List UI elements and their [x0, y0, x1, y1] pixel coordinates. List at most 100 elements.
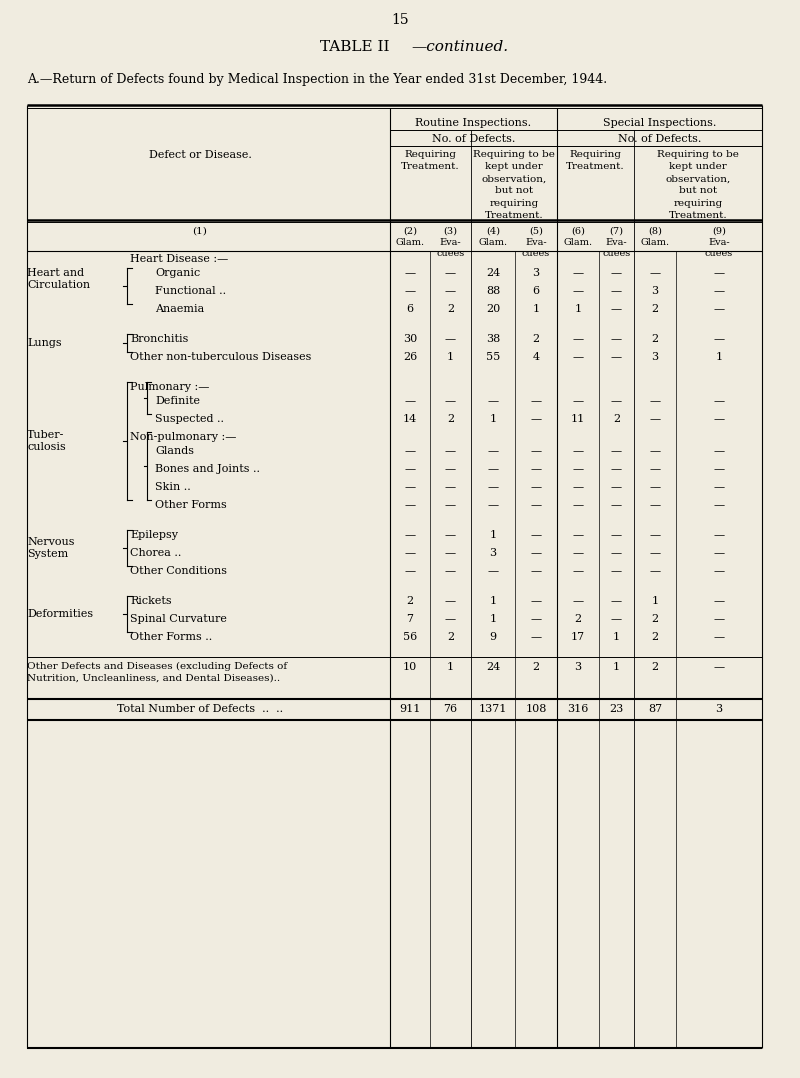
Text: 3: 3 [651, 353, 658, 362]
Text: Functional ..: Functional .. [155, 286, 226, 296]
Text: —: — [714, 268, 725, 278]
Text: —: — [530, 464, 542, 474]
Text: 2: 2 [651, 632, 658, 642]
Text: —: — [445, 548, 456, 558]
Text: —: — [573, 482, 583, 492]
Text: Glam.: Glam. [563, 238, 593, 247]
Text: —: — [650, 268, 661, 278]
Text: —: — [714, 482, 725, 492]
Text: —: — [714, 334, 725, 344]
Text: 24: 24 [486, 268, 500, 278]
Text: —: — [714, 414, 725, 424]
Text: Bronchitis: Bronchitis [130, 334, 188, 344]
Text: —: — [714, 446, 725, 456]
Text: —: — [714, 566, 725, 576]
Text: —: — [445, 500, 456, 510]
Text: Rickets: Rickets [130, 596, 172, 606]
Text: —: — [650, 500, 661, 510]
Text: 1: 1 [651, 596, 658, 606]
Text: Other Conditions: Other Conditions [130, 566, 227, 576]
Text: —: — [405, 566, 415, 576]
Text: —: — [530, 482, 542, 492]
Text: —: — [530, 446, 542, 456]
Text: —: — [530, 596, 542, 606]
Text: Suspected ..: Suspected .. [155, 414, 224, 424]
Text: —: — [611, 446, 622, 456]
Text: —: — [714, 464, 725, 474]
Text: 88: 88 [486, 286, 500, 296]
Text: Deformities: Deformities [27, 609, 93, 619]
Text: 2: 2 [447, 304, 454, 314]
Text: —: — [611, 268, 622, 278]
Text: (8): (8) [648, 227, 662, 236]
Text: 10: 10 [403, 662, 417, 672]
Text: 3: 3 [574, 662, 582, 672]
Text: —: — [611, 304, 622, 314]
Text: —: — [714, 500, 725, 510]
Text: No. of Defects.: No. of Defects. [432, 134, 515, 144]
Text: —: — [714, 614, 725, 624]
Text: —: — [573, 596, 583, 606]
Text: —: — [445, 334, 456, 344]
Text: 2: 2 [651, 614, 658, 624]
Text: —: — [714, 632, 725, 642]
Text: —: — [405, 446, 415, 456]
Text: —: — [445, 530, 456, 540]
Text: —: — [530, 566, 542, 576]
Text: —: — [714, 304, 725, 314]
Text: —: — [650, 464, 661, 474]
Text: —: — [445, 446, 456, 456]
Text: 3: 3 [490, 548, 497, 558]
Text: Routine Inspections.: Routine Inspections. [415, 118, 531, 128]
Text: 17: 17 [571, 632, 585, 642]
Text: —: — [611, 566, 622, 576]
Text: 23: 23 [610, 704, 624, 714]
Text: —: — [611, 334, 622, 344]
Text: 2: 2 [406, 596, 414, 606]
Text: (5): (5) [529, 227, 543, 236]
Text: TABLE II: TABLE II [320, 40, 390, 54]
Text: Requiring
Treatment.: Requiring Treatment. [401, 150, 460, 171]
Text: —: — [487, 482, 498, 492]
Text: (4): (4) [486, 227, 500, 236]
Text: 24: 24 [486, 662, 500, 672]
Text: —: — [650, 446, 661, 456]
Text: 2: 2 [447, 414, 454, 424]
Text: No. of Defects.: No. of Defects. [618, 134, 701, 144]
Text: —: — [405, 268, 415, 278]
Text: Glands: Glands [155, 446, 194, 456]
Text: —: — [445, 614, 456, 624]
Text: Nervous
System: Nervous System [27, 537, 74, 559]
Text: Organic: Organic [155, 268, 200, 278]
Text: Heart and
Circulation: Heart and Circulation [27, 267, 90, 290]
Text: 14: 14 [403, 414, 417, 424]
Text: 2: 2 [651, 334, 658, 344]
Text: 2: 2 [447, 632, 454, 642]
Text: 15: 15 [391, 13, 409, 27]
Text: —: — [611, 548, 622, 558]
Text: Glam.: Glam. [395, 238, 425, 247]
Text: 6: 6 [533, 286, 539, 296]
Text: 9: 9 [490, 632, 497, 642]
Text: —: — [611, 614, 622, 624]
Text: 1: 1 [533, 304, 539, 314]
Text: —: — [650, 482, 661, 492]
Text: —: — [445, 286, 456, 296]
Text: Pulmonary :—: Pulmonary :— [130, 382, 210, 392]
Text: —: — [650, 414, 661, 424]
Text: —: — [650, 396, 661, 406]
Text: 55: 55 [486, 353, 500, 362]
Text: 1: 1 [574, 304, 582, 314]
Text: 1: 1 [447, 353, 454, 362]
Text: —: — [573, 500, 583, 510]
Text: Eva-
cuees: Eva- cuees [602, 238, 630, 258]
Text: 3: 3 [651, 286, 658, 296]
Text: —: — [573, 446, 583, 456]
Text: 11: 11 [571, 414, 585, 424]
Text: —: — [530, 614, 542, 624]
Text: 7: 7 [406, 614, 414, 624]
Text: —: — [573, 396, 583, 406]
Text: —: — [487, 446, 498, 456]
Text: A.—Return of Defects found by Medical Inspection in the Year ended 31st December: A.—Return of Defects found by Medical In… [27, 73, 607, 86]
Text: Requiring to be
kept under
observation,
but not
requiring
Treatment.: Requiring to be kept under observation, … [657, 150, 739, 220]
